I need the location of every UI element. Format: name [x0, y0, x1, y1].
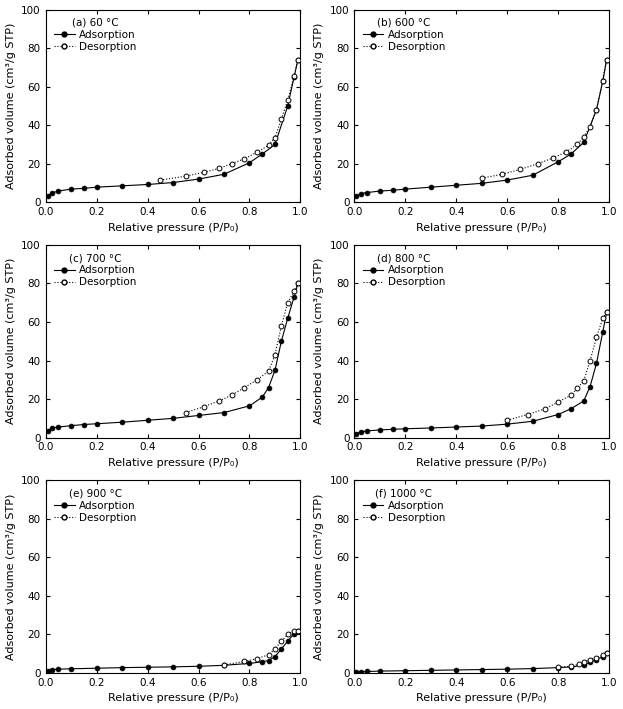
X-axis label: Relative pressure (P/P₀): Relative pressure (P/P₀)	[108, 693, 239, 703]
Legend: Adsorption, Desorption: Adsorption, Desorption	[359, 15, 448, 55]
Legend: Adsorption, Desorption: Adsorption, Desorption	[51, 250, 140, 291]
Legend: Adsorption, Desorption: Adsorption, Desorption	[51, 486, 140, 526]
Y-axis label: Adsorbed volume (cm³/g STP): Adsorbed volume (cm³/g STP)	[314, 23, 325, 189]
Y-axis label: Adsorbed volume (cm³/g STP): Adsorbed volume (cm³/g STP)	[6, 493, 16, 660]
X-axis label: Relative pressure (P/P₀): Relative pressure (P/P₀)	[108, 458, 239, 468]
Y-axis label: Adsorbed volume (cm³/g STP): Adsorbed volume (cm³/g STP)	[314, 493, 325, 660]
Legend: Adsorption, Desorption: Adsorption, Desorption	[359, 250, 448, 291]
X-axis label: Relative pressure (P/P₀): Relative pressure (P/P₀)	[416, 458, 547, 468]
Y-axis label: Adsorbed volume (cm³/g STP): Adsorbed volume (cm³/g STP)	[314, 258, 325, 425]
X-axis label: Relative pressure (P/P₀): Relative pressure (P/P₀)	[416, 223, 547, 233]
Legend: Adsorption, Desorption: Adsorption, Desorption	[359, 486, 448, 526]
Y-axis label: Adsorbed volume (cm³/g STP): Adsorbed volume (cm³/g STP)	[6, 258, 16, 425]
Y-axis label: Adsorbed volume (cm³/g STP): Adsorbed volume (cm³/g STP)	[6, 23, 16, 189]
Legend: Adsorption, Desorption: Adsorption, Desorption	[51, 15, 140, 55]
X-axis label: Relative pressure (P/P₀): Relative pressure (P/P₀)	[108, 223, 239, 233]
X-axis label: Relative pressure (P/P₀): Relative pressure (P/P₀)	[416, 693, 547, 703]
